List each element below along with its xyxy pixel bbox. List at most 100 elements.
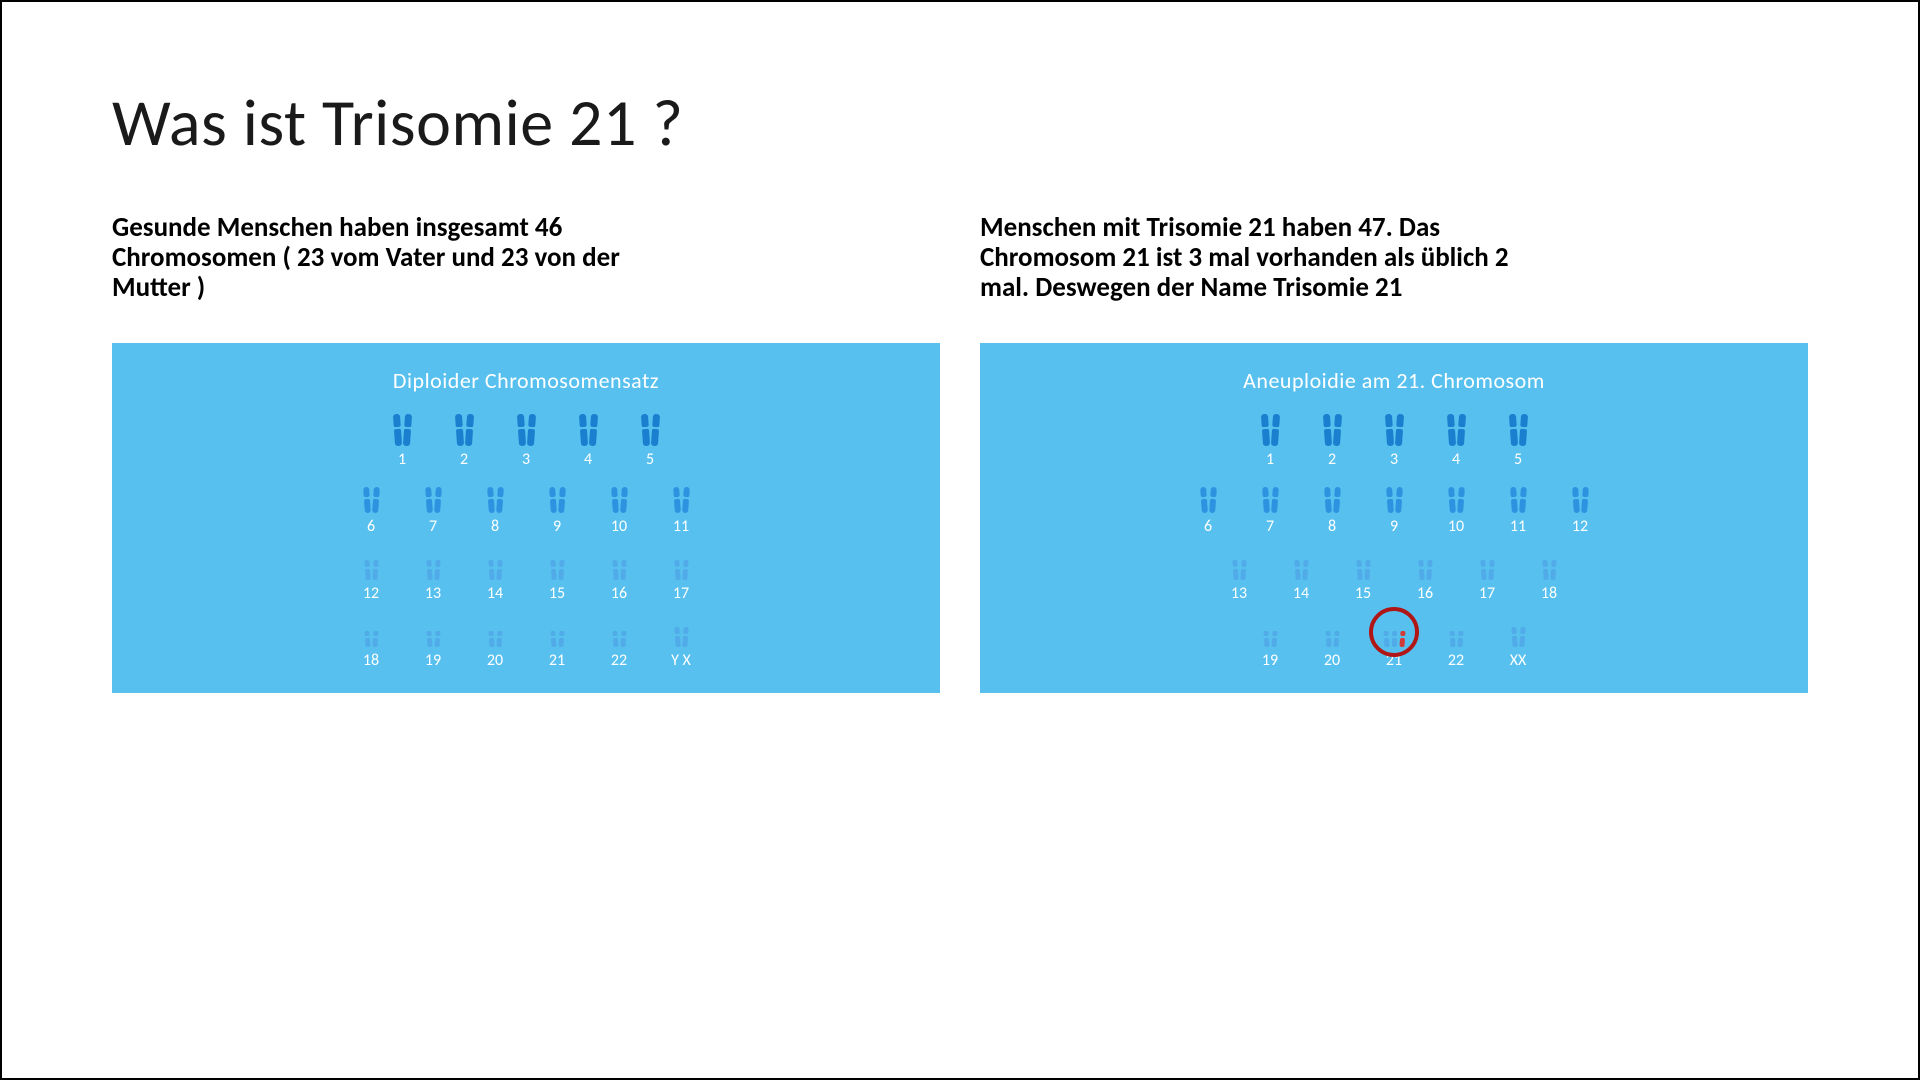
chromosome-icon [1395,487,1403,513]
chromosome-label: 7 [1266,517,1274,536]
chromosome-pair [427,546,440,580]
chromosome-label: 16 [611,584,627,603]
chromosome-label: 14 [1293,584,1309,603]
chromosome-icon [1263,631,1269,647]
chromosome-pair [365,546,378,580]
chromosome-pair [1510,412,1527,446]
chromosome-icon [488,560,494,580]
chromosome-icon [1364,560,1370,580]
chromosome-pair [1386,412,1403,446]
chromosome-pair [1449,479,1464,513]
chromosome-cell-14: 14 [474,546,516,603]
chromosome-cell-12: 12 [1559,479,1601,536]
right-panel-title: Aneuploidie am 21. Chromosom [1243,367,1545,394]
chromosome-icon [578,414,587,446]
chromosome-icon [1384,414,1393,446]
chromosome-pair [1419,546,1432,580]
chromosome-icon [1209,487,1217,513]
chromosome-pair [1450,613,1463,647]
chromosome-cell-9: 9 [1373,479,1415,536]
chromosome-cell-17: 17 [660,546,702,603]
chromosome-icon [612,560,618,580]
chromosome-icon [1394,414,1403,446]
chromosome-cell-16: 16 [1404,546,1446,603]
chromosome-icon [1448,487,1456,513]
chromosome-cell-6: 6 [1187,479,1229,536]
chromosome-icon [682,487,690,513]
chromosome-label: 4 [1452,450,1460,469]
chromosome-pair [551,546,564,580]
chromosome-icon [372,560,378,580]
chromosome-icon [1271,631,1277,647]
chromosome-pair [1325,479,1340,513]
chromosome-label: 20 [1324,651,1340,670]
chromosome-icon [496,487,504,513]
chromosome-icon [1519,487,1527,513]
chromosome-pair [1387,479,1402,513]
chromosome-icon [372,487,380,513]
chromosome-label: 5 [1514,450,1522,469]
chromosome-icon [1511,627,1517,647]
chromosome-label: 20 [487,651,503,670]
chromosome-label: 7 [429,517,437,536]
chromosome-label: 18 [363,651,379,670]
chromosome-pair [394,412,411,446]
chromosome-icon [1457,631,1463,647]
chromosome-icon [1418,560,1424,580]
chromosome-cell-14: 14 [1280,546,1322,603]
chromosome-cell-13: 13 [412,546,454,603]
chromosome-icon [1480,560,1486,580]
chromosome-icon [1294,560,1300,580]
chromosome-label: 12 [1572,517,1588,536]
chromosome-pair [364,479,379,513]
chromosome-label: 14 [487,584,503,603]
chromosome-icon [1260,414,1269,446]
chromosome-cell-1: 1 [381,412,423,469]
chromosome-icon [1542,560,1548,580]
chromosome-icon [526,414,535,446]
chromosome-icon [558,487,566,513]
chromosome-icon [612,631,618,647]
chromosome-cell-12: 12 [350,546,392,603]
chromosome-pair [1543,546,1556,580]
left-karyotype-panel: Diploider Chromosomensatz 12345678910111… [112,343,940,693]
chromosome-icon [1446,414,1455,446]
chromosome-cell-11: 11 [660,479,702,536]
chromosome-pair [642,412,659,446]
two-columns: Gesunde Menschen haben insgesamt 46 Chro… [112,213,1808,693]
chromosome-label: 8 [491,517,499,536]
chromosome-label: Y X [671,651,691,670]
chromosome-icon [611,487,619,513]
chromosome-label: 9 [553,517,561,536]
chromosome-icon [426,560,432,580]
chromosome-cell-15: 15 [1342,546,1384,603]
chromosome-icon [363,487,371,513]
chromosome-icon [1270,414,1279,446]
chromosome-icon [1510,487,1518,513]
chromosome-label: 21 [1386,651,1402,670]
chromosome-cell-8: 8 [1311,479,1353,536]
chromosome-cell-17: 17 [1466,546,1508,603]
chromosome-label: 3 [1390,450,1398,469]
chromosome-label: 19 [425,651,441,670]
chromosome-cell-10: 10 [598,479,640,536]
chromosome-cell-8: 8 [474,479,516,536]
chromosome-label: 15 [1355,584,1371,603]
chromosome-cell-7: 7 [1249,479,1291,536]
chromosome-icon [640,414,649,446]
chromosome-label: 5 [646,450,654,469]
karyotype-row: 12345 [381,412,671,469]
chromosome-pair [1201,479,1216,513]
chromosome-cell-10: 10 [1435,479,1477,536]
chromosome-icon [1392,631,1397,647]
chromosome-icon [682,627,688,647]
chromosome-icon [1488,560,1494,580]
chromosome-icon [1518,414,1527,446]
chromosome-icon [674,560,680,580]
chromosome-label: 4 [584,450,592,469]
chromosome-label: 17 [673,584,689,603]
chromosome-pair [1324,412,1341,446]
chromosome-cell-2: 2 [1311,412,1353,469]
chromosome-label: 19 [1262,651,1278,670]
chromosome-cell-16: 16 [598,546,640,603]
